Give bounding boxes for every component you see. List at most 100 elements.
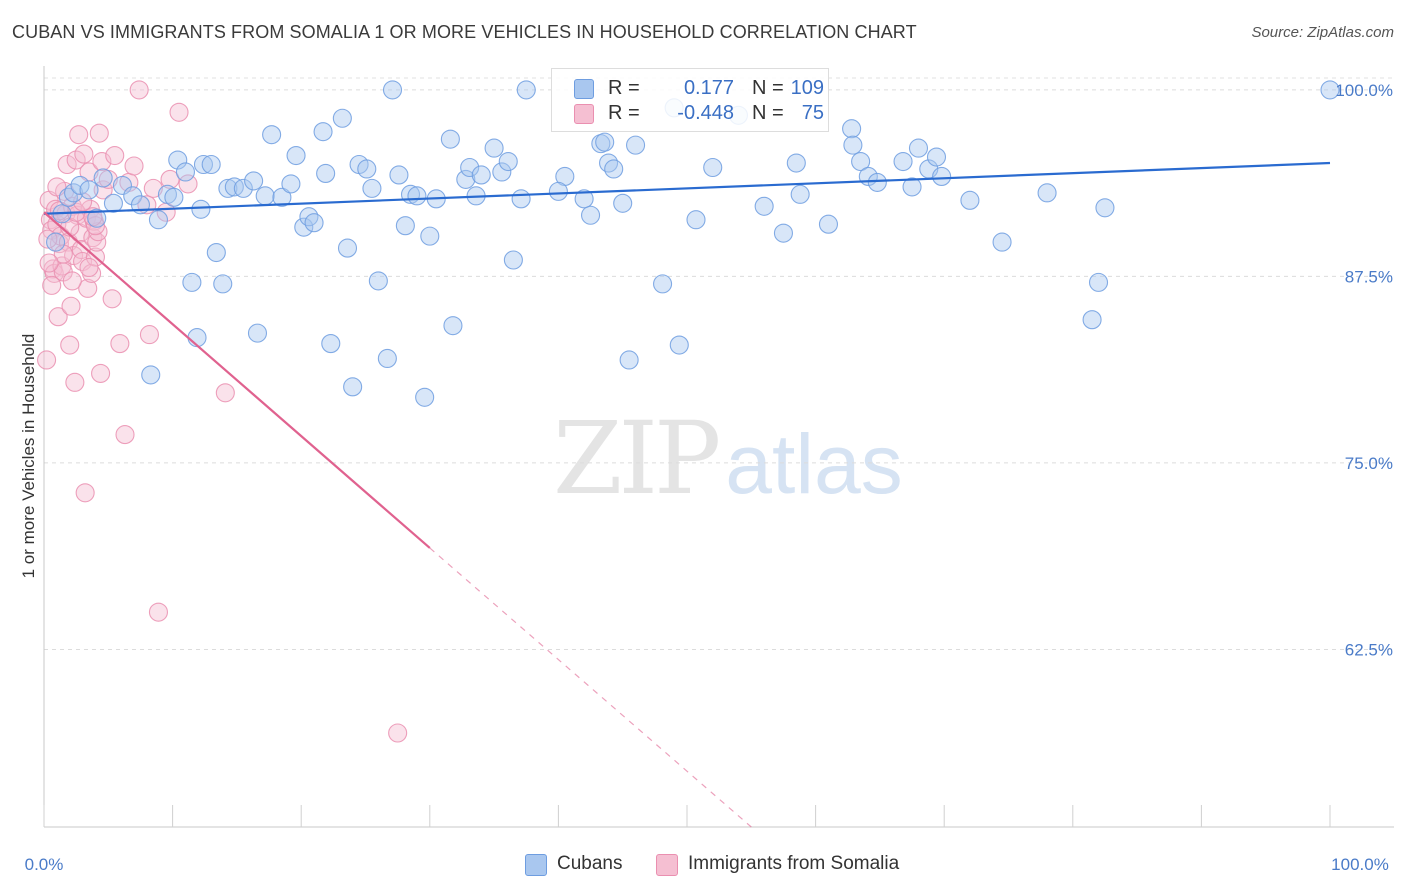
cubans-point	[103, 193, 123, 213]
cubans-point	[932, 166, 952, 186]
cubans-point	[141, 365, 161, 385]
cubans-point	[201, 154, 221, 175]
somalia-point	[91, 363, 111, 383]
somalia-point	[62, 271, 82, 291]
cubans-point	[754, 196, 774, 216]
somalia-point	[79, 257, 99, 278]
y-tick-label: 87.5%	[1345, 267, 1393, 286]
chart-title: CUBAN VS IMMIGRANTS FROM SOMALIA 1 OR MO…	[12, 22, 917, 42]
somalia-point	[48, 307, 68, 327]
somalia-point	[49, 201, 69, 221]
cubans-point	[313, 122, 333, 142]
r-label: R =	[608, 77, 640, 99]
cubans-legend-label: Cubans	[557, 853, 623, 874]
cubans-point	[357, 159, 377, 179]
cubans-point	[908, 138, 929, 158]
cubans-point	[93, 168, 113, 188]
cubans-point	[686, 210, 706, 230]
cubans-point	[182, 272, 202, 292]
cubans-point	[471, 165, 491, 185]
cubans-point	[511, 189, 531, 209]
cubans-point	[316, 163, 336, 184]
cubans-point	[272, 187, 292, 207]
cubans-point	[516, 80, 536, 100]
somalia-legend-label: Immigrants from Somalia	[688, 853, 900, 874]
cubans-point	[46, 232, 66, 252]
cubans-point	[168, 150, 188, 170]
cubans-point	[286, 146, 306, 166]
somalia-point	[388, 723, 408, 743]
cubans-point	[233, 178, 253, 198]
cubans-point	[382, 80, 403, 100]
somalia-points	[37, 80, 408, 743]
cubans-point	[484, 138, 504, 158]
cubans-point	[626, 135, 646, 155]
cubans-point	[415, 387, 435, 407]
y-tick-label: 62.5%	[1345, 640, 1393, 659]
cubans-point	[70, 175, 90, 195]
somalia-point	[124, 156, 144, 176]
r-label: R =	[608, 102, 640, 124]
cubans-point	[867, 172, 887, 192]
cubans-point	[407, 186, 427, 206]
cubans-point	[503, 250, 523, 270]
cubans-point	[902, 177, 922, 197]
n-label: N =	[752, 102, 784, 124]
cubans-point	[851, 151, 871, 172]
cubans-point	[87, 208, 107, 228]
cubans-point	[175, 162, 196, 182]
somalia-point	[38, 229, 58, 249]
somalia-point	[69, 125, 89, 145]
cubans-point	[343, 377, 363, 397]
somalia-trend-line	[43, 211, 431, 549]
cubans-point	[206, 242, 226, 263]
somalia-point	[37, 350, 57, 370]
cubans-point	[443, 316, 463, 336]
somalia-point	[178, 174, 198, 194]
x-tick-label: 100.0%	[1331, 855, 1389, 874]
cubans-point	[304, 213, 324, 233]
cubans-point	[213, 274, 233, 294]
cubans-point	[332, 108, 352, 128]
cubans-point	[244, 171, 264, 191]
cubans-point	[773, 223, 794, 243]
y-tick-label: 100.0%	[1335, 81, 1393, 100]
cubans-point	[337, 238, 358, 258]
r-value: 0.177	[683, 77, 734, 99]
cubans-point	[79, 180, 99, 200]
cubans-point	[818, 214, 839, 234]
somalia-trend-extension	[429, 547, 752, 828]
cubans-point	[992, 232, 1012, 252]
cubans-point	[960, 190, 980, 210]
cubans-point	[187, 328, 207, 348]
stats-legend: R = 0.177 N = 109 R = -0.448 N = 75	[551, 68, 829, 132]
cubans-point	[1037, 183, 1057, 203]
cubans-point	[247, 323, 268, 343]
somalia-point	[148, 602, 169, 622]
cubans-point	[262, 125, 282, 145]
tick-labels: 100.0% 87.5% 75.0% 62.5% 0.0% 100.0%	[25, 81, 1393, 874]
cubans-point	[498, 151, 518, 172]
cubans-point	[321, 334, 341, 354]
cubans-trend-line	[43, 161, 1331, 215]
somalia-swatch	[574, 104, 594, 124]
cubans-point	[460, 157, 480, 178]
somalia-point	[39, 253, 59, 273]
somalia-point	[160, 169, 180, 189]
somalia-point	[87, 232, 107, 252]
cubans-legend-swatch	[525, 854, 547, 876]
somalia-point	[143, 178, 163, 198]
somalia-legend-swatch	[656, 854, 678, 876]
cubans-point	[669, 335, 689, 355]
cubans-point	[164, 187, 184, 207]
somalia-point	[215, 383, 235, 403]
somalia-point	[115, 425, 135, 445]
somalia-point	[42, 275, 62, 295]
cubans-point	[294, 217, 314, 237]
cubans-point	[218, 178, 238, 198]
somalia-point	[65, 372, 85, 392]
y-axis-label: 1 or more Vehicles in Household	[19, 334, 38, 579]
cubans-point	[1095, 198, 1115, 218]
cubans-point	[193, 154, 214, 175]
